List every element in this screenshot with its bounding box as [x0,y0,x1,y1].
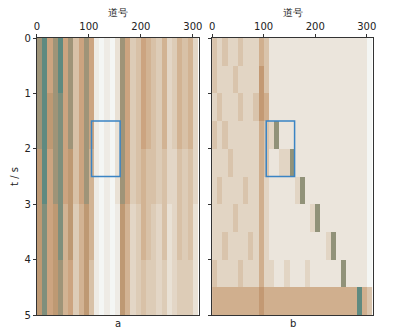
svg-text:100: 100 [79,21,98,32]
svg-text:200: 200 [131,21,150,32]
svg-text:300: 300 [183,21,202,32]
svg-text:5: 5 [25,310,31,321]
svg-text:道号: 道号 [108,7,128,18]
svg-text:3: 3 [25,199,31,210]
svg-text:0: 0 [25,33,31,44]
svg-text:2: 2 [25,143,31,154]
svg-text:300: 300 [357,21,376,32]
svg-text:1: 1 [25,88,31,99]
svg-text:200: 200 [306,21,325,32]
svg-text:道号: 道号 [283,7,303,18]
svg-text:0: 0 [209,21,215,32]
svg-text:0: 0 [34,21,40,32]
svg-text:4: 4 [25,254,31,265]
svg-text:t / s: t / s [9,167,20,186]
svg-text:a: a [115,318,121,329]
svg-text:b: b [290,318,296,329]
svg-text:100: 100 [254,21,273,32]
